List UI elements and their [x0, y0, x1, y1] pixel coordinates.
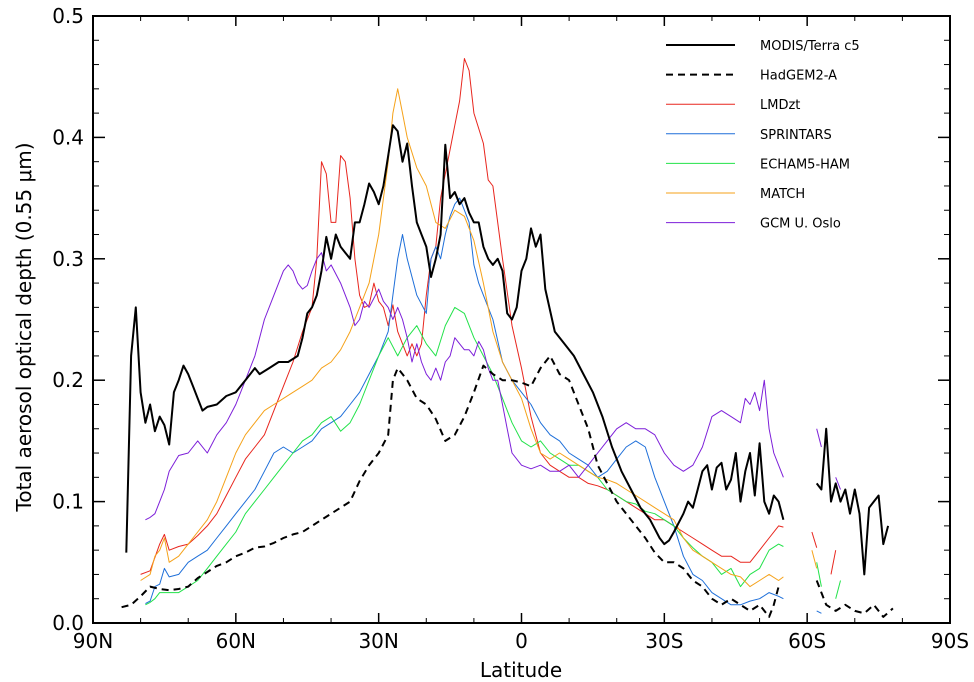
legend-label: MODIS/Terra c5: [760, 39, 860, 54]
x-tick-label: 60N: [216, 629, 256, 653]
y-tick-label: 0.3: [52, 247, 84, 271]
x-tick-label: 90S: [931, 629, 969, 653]
series-hadgem2-a: [121, 354, 894, 618]
y-tick-label: 0.5: [52, 4, 84, 28]
x-axis-label: Latitude: [480, 658, 562, 682]
x-tick-label: 30S: [645, 629, 683, 653]
series-line: [835, 477, 841, 490]
series-lmdzt: [140, 58, 837, 575]
x-tick-label: 90N: [73, 629, 113, 653]
series-line: [145, 306, 784, 606]
legend-label: MATCH: [760, 187, 805, 202]
y-axis: 0.0 0.1 0.2 0.3 0.4 0.5: [52, 4, 950, 635]
series-line: [811, 531, 818, 548]
legend-label: GCM U. Oslo: [760, 217, 841, 232]
x-tick-label: 60S: [788, 629, 826, 653]
legend-label: SPRINTARS: [760, 128, 832, 143]
series-line: [140, 58, 784, 575]
series-modis-terra-c5: [125, 124, 890, 576]
series-layer: [121, 58, 894, 618]
series-line: [125, 124, 785, 553]
x-tick-label: 30N: [358, 629, 398, 653]
series-line: [816, 562, 822, 587]
series-line: [811, 550, 818, 569]
y-tick-label: 0.2: [52, 368, 84, 392]
y-tick-label: 0.1: [52, 490, 84, 514]
x-tick-label: 0: [515, 629, 528, 653]
series-line: [121, 354, 780, 618]
series-line: [816, 610, 822, 614]
series-gcm-u-oslo: [145, 252, 841, 521]
y-axis-label: Total aerosol optical depth (0.55 μm): [12, 143, 36, 513]
series-line: [830, 550, 837, 575]
legend-label: LMDzt: [760, 98, 800, 113]
series-line: [816, 428, 822, 448]
legend: MODIS/Terra c5 HadGEM2-A LMDzt SPRINTARS ECH…: [666, 39, 860, 232]
series-line: [140, 88, 784, 588]
y-tick-label: 0.0: [52, 611, 84, 635]
series-line: [145, 252, 784, 521]
series-line: [835, 580, 841, 599]
legend-label: HadGEM2-A: [760, 69, 837, 84]
series-line: [815, 427, 890, 576]
y-tick-label: 0.4: [52, 125, 84, 149]
legend-label: ECHAM5-HAM: [760, 157, 850, 172]
series-match: [140, 88, 818, 588]
series-echam5-ham: [145, 306, 841, 606]
series-line: [815, 580, 894, 618]
series-sprintars: [145, 197, 822, 614]
x-axis: 90N 60N 30N 0 30S 60S 90S: [73, 16, 969, 653]
series-line: [145, 197, 784, 606]
